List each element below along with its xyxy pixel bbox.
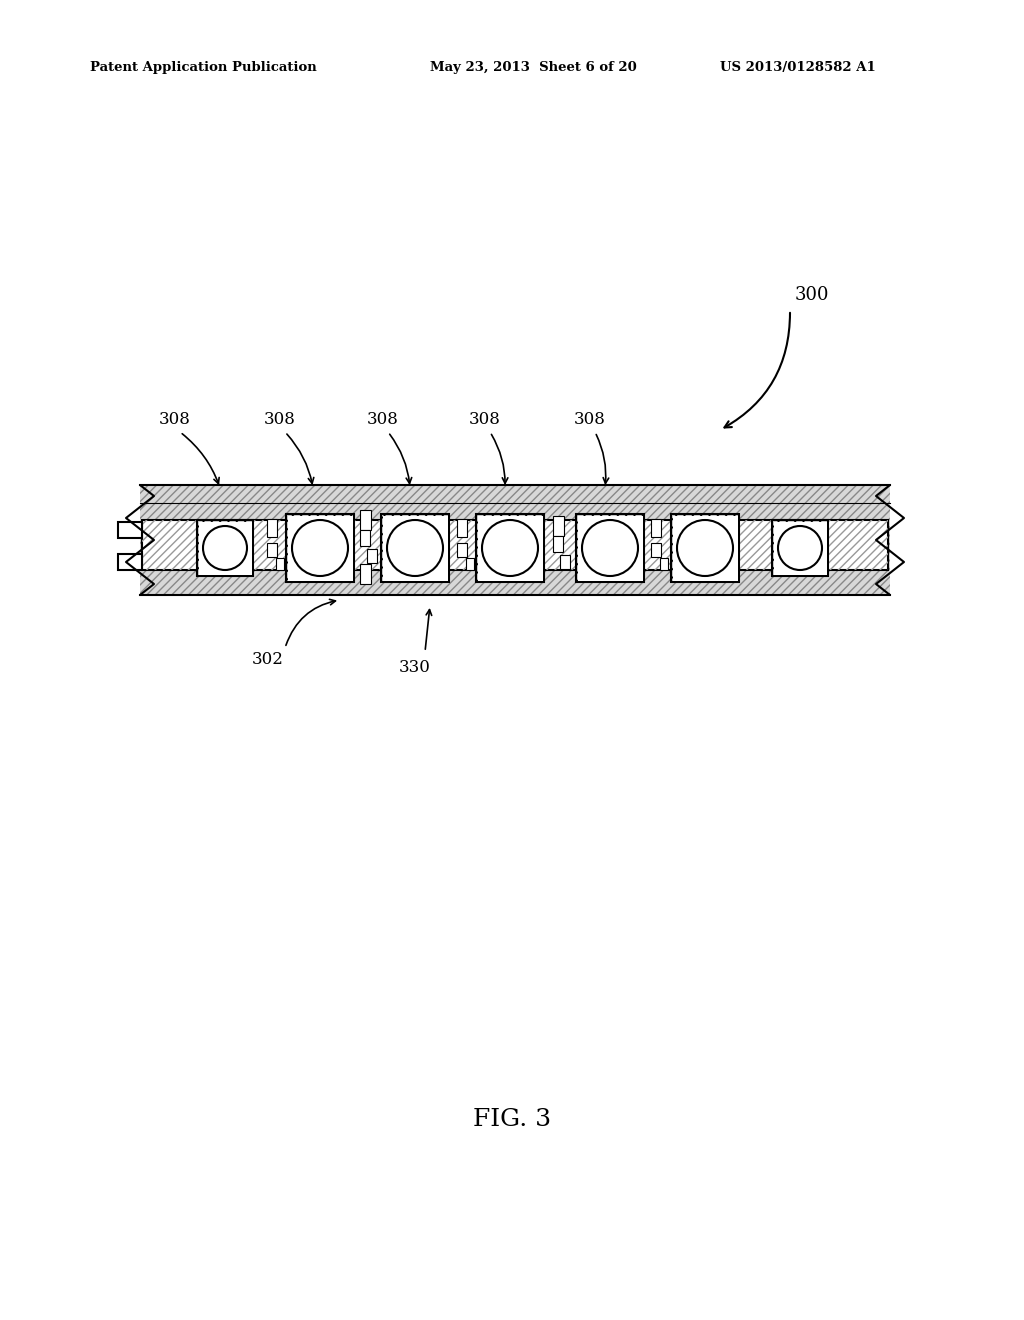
Bar bbox=[553, 516, 563, 536]
Bar bbox=[118, 554, 142, 570]
Bar bbox=[476, 513, 544, 582]
Text: 308: 308 bbox=[574, 412, 606, 429]
FancyArrowPatch shape bbox=[287, 434, 313, 483]
Bar bbox=[288, 516, 352, 581]
Bar bbox=[477, 516, 543, 581]
Bar bbox=[651, 519, 662, 537]
Bar bbox=[466, 558, 474, 570]
FancyArrowPatch shape bbox=[492, 434, 508, 483]
Bar bbox=[140, 484, 890, 595]
Bar bbox=[381, 513, 449, 582]
Bar bbox=[772, 520, 828, 576]
Bar bbox=[560, 554, 570, 569]
Bar bbox=[142, 520, 888, 570]
Bar bbox=[286, 513, 354, 582]
Text: 330: 330 bbox=[399, 660, 431, 676]
Bar bbox=[359, 564, 371, 583]
Text: 300: 300 bbox=[795, 286, 829, 304]
Bar bbox=[276, 558, 284, 570]
Text: 308: 308 bbox=[469, 412, 501, 429]
Bar bbox=[671, 513, 739, 582]
FancyArrowPatch shape bbox=[596, 434, 608, 483]
Bar bbox=[267, 519, 278, 537]
Bar bbox=[197, 520, 253, 576]
Bar bbox=[673, 516, 737, 581]
FancyArrowPatch shape bbox=[182, 434, 219, 483]
Ellipse shape bbox=[292, 520, 348, 576]
Ellipse shape bbox=[387, 520, 443, 576]
Bar bbox=[359, 510, 371, 531]
Bar bbox=[118, 521, 142, 539]
Bar bbox=[553, 536, 563, 552]
Bar bbox=[267, 543, 278, 557]
Bar bbox=[457, 543, 467, 557]
Bar bbox=[773, 521, 826, 574]
FancyArrowPatch shape bbox=[425, 610, 432, 649]
FancyArrowPatch shape bbox=[724, 313, 790, 428]
Text: US 2013/0128582 A1: US 2013/0128582 A1 bbox=[720, 62, 876, 74]
Ellipse shape bbox=[677, 520, 733, 576]
Ellipse shape bbox=[482, 520, 538, 576]
Text: May 23, 2013  Sheet 6 of 20: May 23, 2013 Sheet 6 of 20 bbox=[430, 62, 637, 74]
Bar bbox=[199, 521, 252, 574]
Text: 308: 308 bbox=[367, 412, 399, 429]
Bar bbox=[575, 513, 644, 582]
Bar bbox=[367, 549, 377, 564]
FancyArrowPatch shape bbox=[286, 599, 336, 645]
Ellipse shape bbox=[203, 525, 247, 570]
Text: 308: 308 bbox=[264, 412, 296, 429]
Bar bbox=[660, 558, 668, 570]
Bar bbox=[142, 520, 888, 570]
Bar bbox=[457, 519, 467, 537]
Bar bbox=[383, 516, 447, 581]
Ellipse shape bbox=[582, 520, 638, 576]
Bar bbox=[360, 531, 370, 546]
FancyArrowPatch shape bbox=[390, 434, 412, 483]
Text: 302: 302 bbox=[252, 652, 284, 668]
Bar bbox=[578, 516, 642, 581]
Text: 308: 308 bbox=[159, 412, 190, 429]
Text: FIG. 3: FIG. 3 bbox=[473, 1109, 551, 1131]
Ellipse shape bbox=[778, 525, 822, 570]
Text: Patent Application Publication: Patent Application Publication bbox=[90, 62, 316, 74]
Bar bbox=[651, 543, 662, 557]
